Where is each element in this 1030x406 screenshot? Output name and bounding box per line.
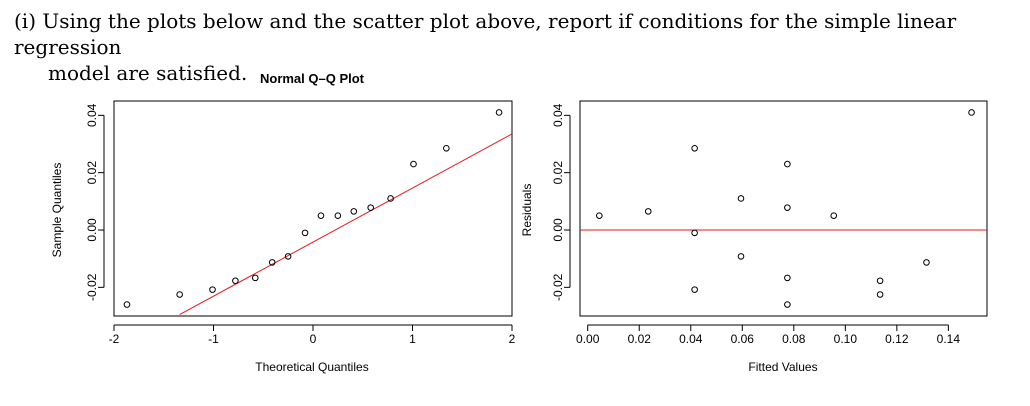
qq-x-tick-label: -2 [109, 332, 120, 346]
qq-plot-frame [113, 100, 513, 317]
qq-data-point [317, 212, 325, 219]
question-line-1: (i) Using the plots below and the scatte… [14, 9, 957, 59]
qq-data-point [367, 204, 375, 211]
qq-reference-line [179, 133, 513, 316]
qq-data-point [268, 259, 276, 266]
qq-data-point [495, 109, 503, 116]
qq-data-point [443, 145, 450, 152]
qq-x-tick-label: 2 [509, 332, 516, 346]
qq-data-point [123, 301, 131, 308]
question-text: (i) Using the plots below and the scatte… [14, 8, 1014, 86]
qq-data-point [410, 160, 417, 168]
qq-x-tick-label: 1 [409, 332, 416, 346]
qq-data-point [350, 208, 358, 215]
qq-x-tick-label: -1 [208, 332, 219, 346]
question-line-2: model are satisfied. [48, 61, 248, 85]
qq-data-point [284, 253, 292, 260]
qq-data-point [334, 212, 342, 219]
qq-y-tick-label: -0.02 [85, 273, 99, 301]
qq-y-tick-label: 0.04 [85, 103, 99, 127]
qq-data-point [176, 291, 183, 298]
qq-plot-title: Normal Q–Q Plot [260, 71, 365, 86]
qq-data-point [209, 286, 216, 293]
qq-data-point [387, 195, 394, 202]
qq-data-point [232, 277, 239, 285]
qq-y-axis-label: Sample Quantiles [50, 163, 64, 258]
qq-y-tick-label: 0.02 [85, 161, 99, 185]
qq-x-axis-label: Theoretical Quantiles [255, 360, 368, 374]
qq-data-point [251, 274, 259, 282]
qq-y-tick-label: 0.00 [85, 218, 99, 242]
qq-data-point [301, 229, 309, 237]
qq-x-tick-label: 0 [310, 332, 317, 346]
